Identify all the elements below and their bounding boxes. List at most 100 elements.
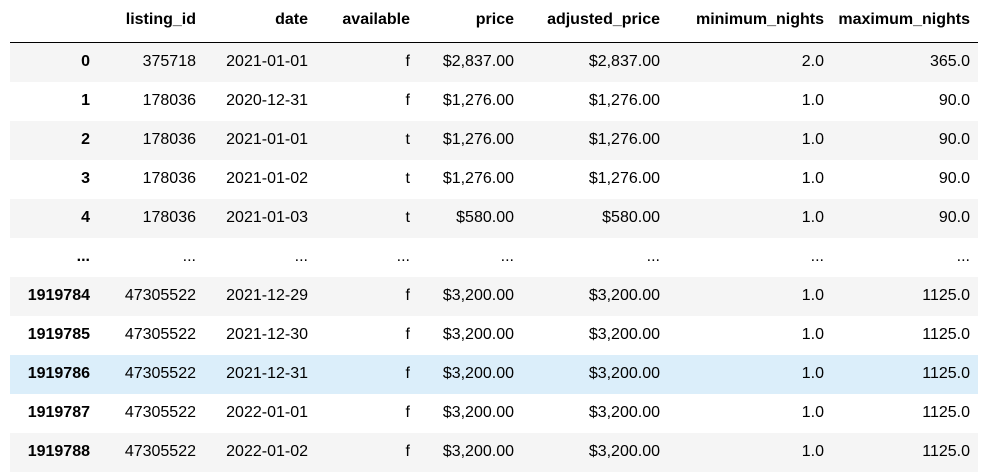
table-cell: 47305522 [124, 443, 196, 460]
table-cell: 1125.0 [922, 326, 970, 343]
row-index: 1919786 [27, 365, 90, 382]
table-cell: 1.0 [801, 365, 824, 382]
table-cell: 1.0 [801, 287, 824, 304]
table-row: 4 178036 2021-01-03 t $580.00 $580.00 1.0 90.0 [10, 198, 978, 238]
table-cell: 2021-01-02 [226, 170, 308, 187]
table-cell: 1125.0 [922, 443, 970, 460]
table-cell: $1,276.00 [442, 131, 514, 148]
table-cell: 178036 [142, 170, 196, 187]
table-cell: t [405, 209, 410, 226]
table-cell: 2021-12-31 [226, 365, 308, 382]
row-index: 3 [81, 170, 90, 187]
table-cell: $3,200.00 [442, 443, 514, 460]
table-cell: ... [500, 248, 514, 265]
table-cell: t [405, 131, 410, 148]
table-cell: ... [810, 248, 824, 265]
dataframe-output: listing_id date available price adjusted… [10, 0, 978, 472]
table-cell: f [405, 443, 410, 460]
table-cell: $3,200.00 [588, 287, 660, 304]
table-cell: 2021-12-30 [226, 326, 308, 343]
column-header-maximum-nights: maximum_nights [832, 0, 978, 43]
table-body: 0 375718 2021-01-01 f $2,837.00 $2,837.00 2.0 3… [10, 42, 978, 472]
row-index: 4 [81, 209, 90, 226]
table-cell: 2020-12-31 [226, 92, 308, 109]
table-cell: 1.0 [801, 170, 824, 187]
table-cell: $3,200.00 [588, 365, 660, 382]
table-cell: 90.0 [938, 209, 970, 226]
table-row: 1919784 47305522 2021-12-29 f $3,200.00 $3,20… [10, 276, 978, 316]
table-cell: 178036 [142, 209, 196, 226]
table-cell: f [405, 365, 410, 382]
table-row: 1919788 47305522 2022-01-02 f $3,200.00 $3,20… [10, 432, 978, 472]
table-row: 1 178036 2020-12-31 f $1,276.00 $1,276.00 1.0 9… [10, 82, 978, 121]
table-cell: 2021-01-01 [226, 131, 308, 148]
table-cell: ... [294, 248, 308, 265]
table-cell: 365.0 [929, 53, 970, 71]
table-cell: $2,837.00 [442, 53, 514, 71]
table-cell: f [405, 287, 410, 304]
table-row: 0 375718 2021-01-01 f $2,837.00 $2,837.00 2.0 3… [10, 42, 978, 82]
table-cell: 47305522 [124, 365, 196, 382]
table-cell: 1.0 [801, 404, 824, 421]
table-cell: 178036 [142, 92, 196, 109]
row-index: 1919784 [27, 287, 90, 304]
table-cell: $2,837.00 [588, 53, 660, 71]
table-cell: 1.0 [801, 92, 824, 109]
table-cell: $1,276.00 [442, 170, 514, 187]
table-cell: 1.0 [801, 131, 824, 148]
table-row: 2 178036 2021-01-01 t $1,276.00 $1,276.00 1.0 9… [10, 120, 978, 160]
table-cell: 1125.0 [922, 404, 970, 421]
table-cell: $1,276.00 [588, 131, 660, 148]
table-cell: ... [182, 248, 196, 265]
table-cell: 2021-01-03 [226, 209, 308, 226]
row-index: 2 [81, 131, 90, 148]
row-index: 1919785 [27, 326, 90, 343]
table-cell: 90.0 [938, 170, 970, 187]
table-cell: 90.0 [938, 131, 970, 148]
column-header-minimum-nights: minimum_nights [668, 0, 832, 43]
table-cell: 2021-12-29 [226, 287, 308, 304]
row-index: 1919787 [27, 404, 90, 421]
table-cell: 1125.0 [922, 365, 970, 382]
row-index: 1 [81, 92, 90, 109]
table-cell: 47305522 [124, 287, 196, 304]
column-header-adjusted-price: adjusted_price [522, 0, 668, 43]
table-cell: $1,276.00 [588, 92, 660, 109]
table-cell: ... [956, 248, 970, 265]
table-cell: 2.0 [801, 53, 824, 71]
table-cell: $3,200.00 [442, 404, 514, 421]
table-row: 1919785 47305522 2021-12-30 f $3,200.00 $3,20… [10, 316, 978, 355]
table-cell: 2022-01-01 [226, 404, 308, 421]
table-cell: $3,200.00 [442, 365, 514, 382]
table-cell: 2021-01-01 [226, 53, 308, 71]
table-cell: 375718 [142, 53, 196, 71]
table-cell: ... [646, 248, 660, 265]
table-cell: $3,200.00 [588, 326, 660, 343]
table-cell: 47305522 [124, 326, 196, 343]
table-cell: $3,200.00 [442, 287, 514, 304]
column-header-date: date [204, 0, 316, 43]
column-header-price: price [418, 0, 522, 43]
header-row: listing_id date available price adjusted… [10, 0, 978, 43]
table-cell: f [405, 326, 410, 343]
table-cell: $3,200.00 [588, 443, 660, 460]
table-cell: 47305522 [124, 404, 196, 421]
table-cell: t [405, 170, 410, 187]
table-cell: f [405, 92, 410, 109]
table-cell: $580.00 [456, 209, 514, 226]
table-cell: 90.0 [938, 92, 970, 109]
table-cell: f [405, 53, 410, 71]
row-index: 1919788 [27, 443, 90, 460]
table-cell: $1,276.00 [442, 92, 514, 109]
table-cell: $1,276.00 [588, 170, 660, 187]
table-header: listing_id date available price adjusted… [10, 0, 978, 43]
table-cell: $580.00 [602, 209, 660, 226]
table-cell: $3,200.00 [442, 326, 514, 343]
table-cell: 1.0 [801, 443, 824, 460]
table-cell: 2022-01-02 [226, 443, 308, 460]
column-header-available: available [316, 0, 418, 43]
table-row: 1919787 47305522 2022-01-01 f $3,200.00 $3,20… [10, 394, 978, 433]
table-cell: ... [396, 248, 410, 265]
table-cell: $3,200.00 [588, 404, 660, 421]
table-cell: 1125.0 [922, 287, 970, 304]
